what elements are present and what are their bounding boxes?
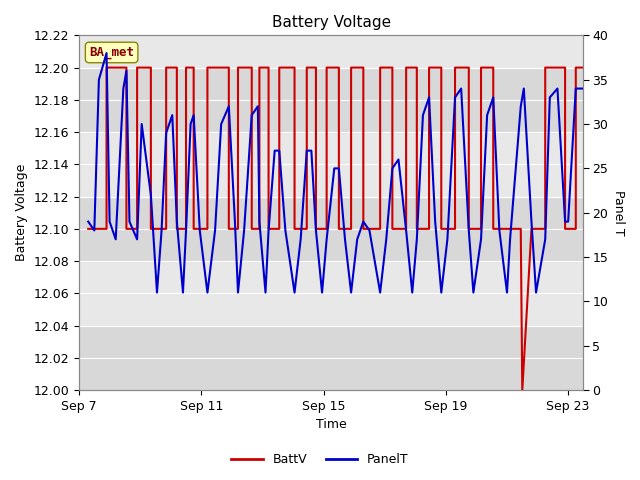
Y-axis label: Panel T: Panel T [612, 190, 625, 236]
Bar [79, 197, 584, 261]
Bar [79, 325, 584, 390]
Title: Battery Voltage: Battery Voltage [271, 15, 391, 30]
Bar [79, 132, 584, 197]
Y-axis label: Battery Voltage: Battery Voltage [15, 164, 28, 262]
X-axis label: Time: Time [316, 419, 347, 432]
Bar [79, 261, 584, 325]
Text: BA_met: BA_met [89, 46, 134, 59]
Bar [79, 36, 584, 68]
Legend: BattV, PanelT: BattV, PanelT [227, 448, 413, 471]
Bar [79, 68, 584, 132]
